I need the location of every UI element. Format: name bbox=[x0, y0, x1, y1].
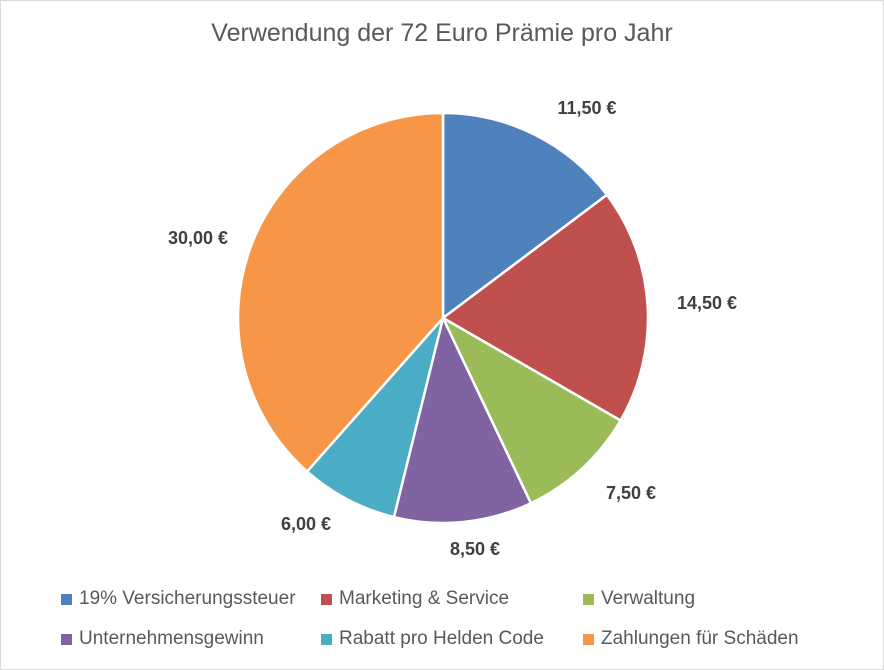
legend-entry: Marketing & Service bbox=[321, 588, 509, 610]
legend-entry: 19% Versicherungssteuer bbox=[61, 588, 296, 610]
data-label: 11,50 € bbox=[557, 98, 616, 118]
data-label: 8,50 € bbox=[450, 539, 500, 559]
legend-label: 19% Versicherungssteuer bbox=[79, 588, 296, 609]
legend-swatch bbox=[321, 593, 332, 605]
legend-label: Rabatt pro Helden Code bbox=[339, 628, 544, 649]
pie-slice bbox=[441, 111, 609, 320]
pie-slice bbox=[441, 193, 650, 422]
legend-entry: Zahlungen für Schäden bbox=[583, 628, 799, 650]
legend-label: Unternehmensgewinn bbox=[79, 628, 264, 649]
legend-entry: Verwaltung bbox=[583, 588, 695, 610]
pie-slice bbox=[305, 316, 445, 519]
legend-label: Zahlungen für Schäden bbox=[601, 628, 799, 649]
legend-swatch bbox=[61, 593, 72, 605]
legend-entry: Rabatt pro Helden Code bbox=[321, 628, 544, 650]
legend-label: Marketing & Service bbox=[339, 588, 510, 609]
data-label: 30,00 € bbox=[168, 228, 228, 248]
data-label: 14,50 € bbox=[677, 293, 737, 313]
pie-slice bbox=[236, 111, 445, 473]
legend-swatch bbox=[61, 633, 72, 645]
legend-swatch bbox=[583, 593, 594, 605]
legend-swatch bbox=[583, 633, 594, 645]
data-label: 7,50 € bbox=[606, 483, 656, 503]
pie-slice bbox=[441, 316, 622, 505]
legend-entry: Unternehmensgewinn bbox=[61, 628, 264, 650]
legend-label: Verwaltung bbox=[601, 588, 696, 609]
legend-swatch bbox=[321, 633, 332, 645]
data-label: 6,00 € bbox=[281, 514, 331, 534]
pie-slice bbox=[392, 316, 533, 525]
chart-title: Verwendung der 72 Euro Prämie pro Jahr bbox=[211, 19, 673, 47]
